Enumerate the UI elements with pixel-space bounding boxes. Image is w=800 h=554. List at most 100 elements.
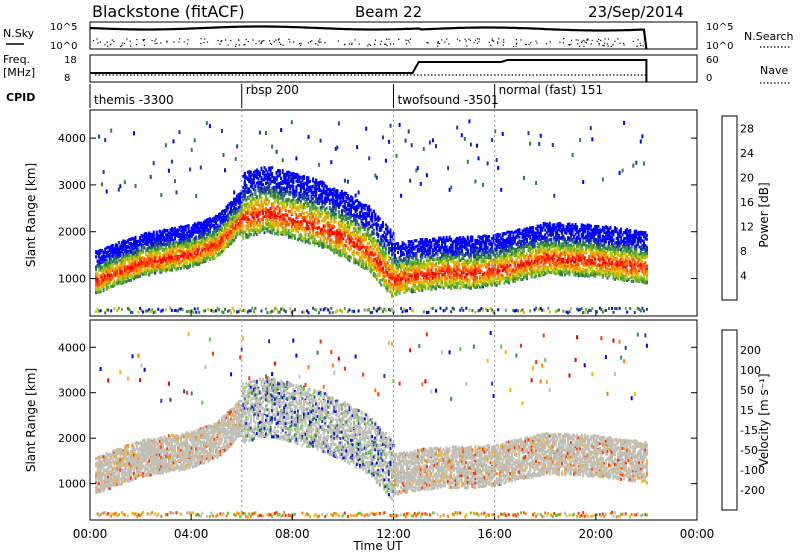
power-cell [139, 267, 142, 271]
power-cell [315, 191, 318, 195]
power-cell [265, 131, 267, 135]
power-cell [136, 242, 138, 246]
noise-dot [466, 45, 468, 47]
noise-dot [465, 40, 467, 42]
noise-dot [598, 42, 600, 44]
noise-dot [405, 43, 408, 45]
power-cell [295, 156, 298, 161]
noise-dot [639, 42, 641, 44]
noise-dot [477, 38, 479, 40]
power-cell [166, 238, 169, 242]
power-cell [231, 222, 234, 226]
power-cell [143, 233, 146, 237]
power-cell [117, 267, 120, 271]
power-cell [167, 263, 170, 267]
noise-dot [388, 38, 390, 40]
power-cell [312, 177, 315, 181]
power-cell [257, 217, 260, 221]
power-cell [139, 242, 142, 246]
power-cell [101, 248, 104, 252]
power-cell [310, 187, 313, 191]
power-cell [104, 268, 107, 271]
power-cell [164, 245, 167, 249]
power-cell [309, 230, 311, 234]
power-cell [263, 231, 266, 235]
power-cell [145, 309, 148, 313]
power-cell [140, 272, 143, 276]
power-cell [102, 278, 105, 282]
power-cell [318, 162, 321, 167]
power-cell [293, 236, 296, 240]
power-cell [102, 271, 105, 275]
power-cell [169, 237, 172, 241]
power-cell [108, 264, 111, 268]
noise-dot [351, 43, 353, 46]
noise-dot [409, 38, 411, 40]
power-cell [131, 245, 134, 249]
power-cell [131, 248, 134, 252]
power-cell [195, 244, 198, 248]
power-cell [104, 280, 107, 284]
power-cell [170, 238, 173, 242]
power-cell [213, 255, 216, 259]
power-cell [120, 280, 123, 284]
noise-dot [568, 44, 570, 46]
power-cell [133, 264, 135, 268]
power-cell [119, 261, 122, 265]
power-cell [116, 263, 119, 267]
power-cell [158, 261, 161, 264]
power-cell [281, 198, 284, 202]
power-cell [163, 243, 166, 247]
power-cell [266, 203, 269, 207]
power-cell [152, 270, 155, 274]
power-cell [163, 268, 166, 272]
power-cell [154, 260, 157, 264]
power-cell [230, 311, 233, 315]
noise-dot [203, 42, 205, 44]
power-cell [117, 306, 120, 310]
power-cell [101, 260, 104, 264]
power-cell [298, 209, 301, 212]
power-cell [357, 309, 360, 313]
noise-dot [512, 45, 515, 48]
power-cell [347, 194, 349, 197]
noise-dot [478, 38, 480, 40]
power-cell [123, 258, 126, 262]
power-cell [114, 251, 117, 255]
noise-dot [586, 39, 588, 41]
power-cell [116, 251, 119, 255]
power-cell [157, 250, 160, 254]
power-cell [170, 308, 173, 312]
power-cell [242, 235, 245, 239]
power-cell [169, 233, 172, 237]
power-cell [161, 308, 164, 312]
noise-search-dots [92, 38, 646, 48]
power-cell [224, 168, 226, 173]
power-cell [140, 257, 143, 260]
power-cell [145, 239, 148, 243]
power-cell [139, 307, 142, 310]
cpid-segment-label: twofsound -3501 [398, 93, 499, 107]
noise-dot [289, 41, 291, 43]
power-cell [158, 237, 161, 241]
power-cell [189, 167, 192, 172]
power-cell [166, 262, 169, 266]
power-cell [122, 252, 125, 256]
power-cell [140, 309, 143, 312]
power-cell [170, 159, 173, 164]
noise-dot [374, 39, 377, 41]
power-cell [139, 260, 142, 263]
power-cell [327, 308, 330, 312]
freq-label-2: [MHz] [3, 66, 35, 79]
power-cell [149, 268, 152, 272]
power-cell [102, 288, 105, 292]
power-cell [133, 242, 135, 246]
power-cell [96, 291, 99, 294]
noise-dot [220, 41, 222, 43]
power-cell [170, 227, 173, 231]
power-cell [158, 247, 161, 251]
noise-dot [318, 40, 320, 42]
power-cell [96, 284, 99, 287]
power-cell [169, 266, 172, 270]
power-cell [143, 271, 146, 275]
